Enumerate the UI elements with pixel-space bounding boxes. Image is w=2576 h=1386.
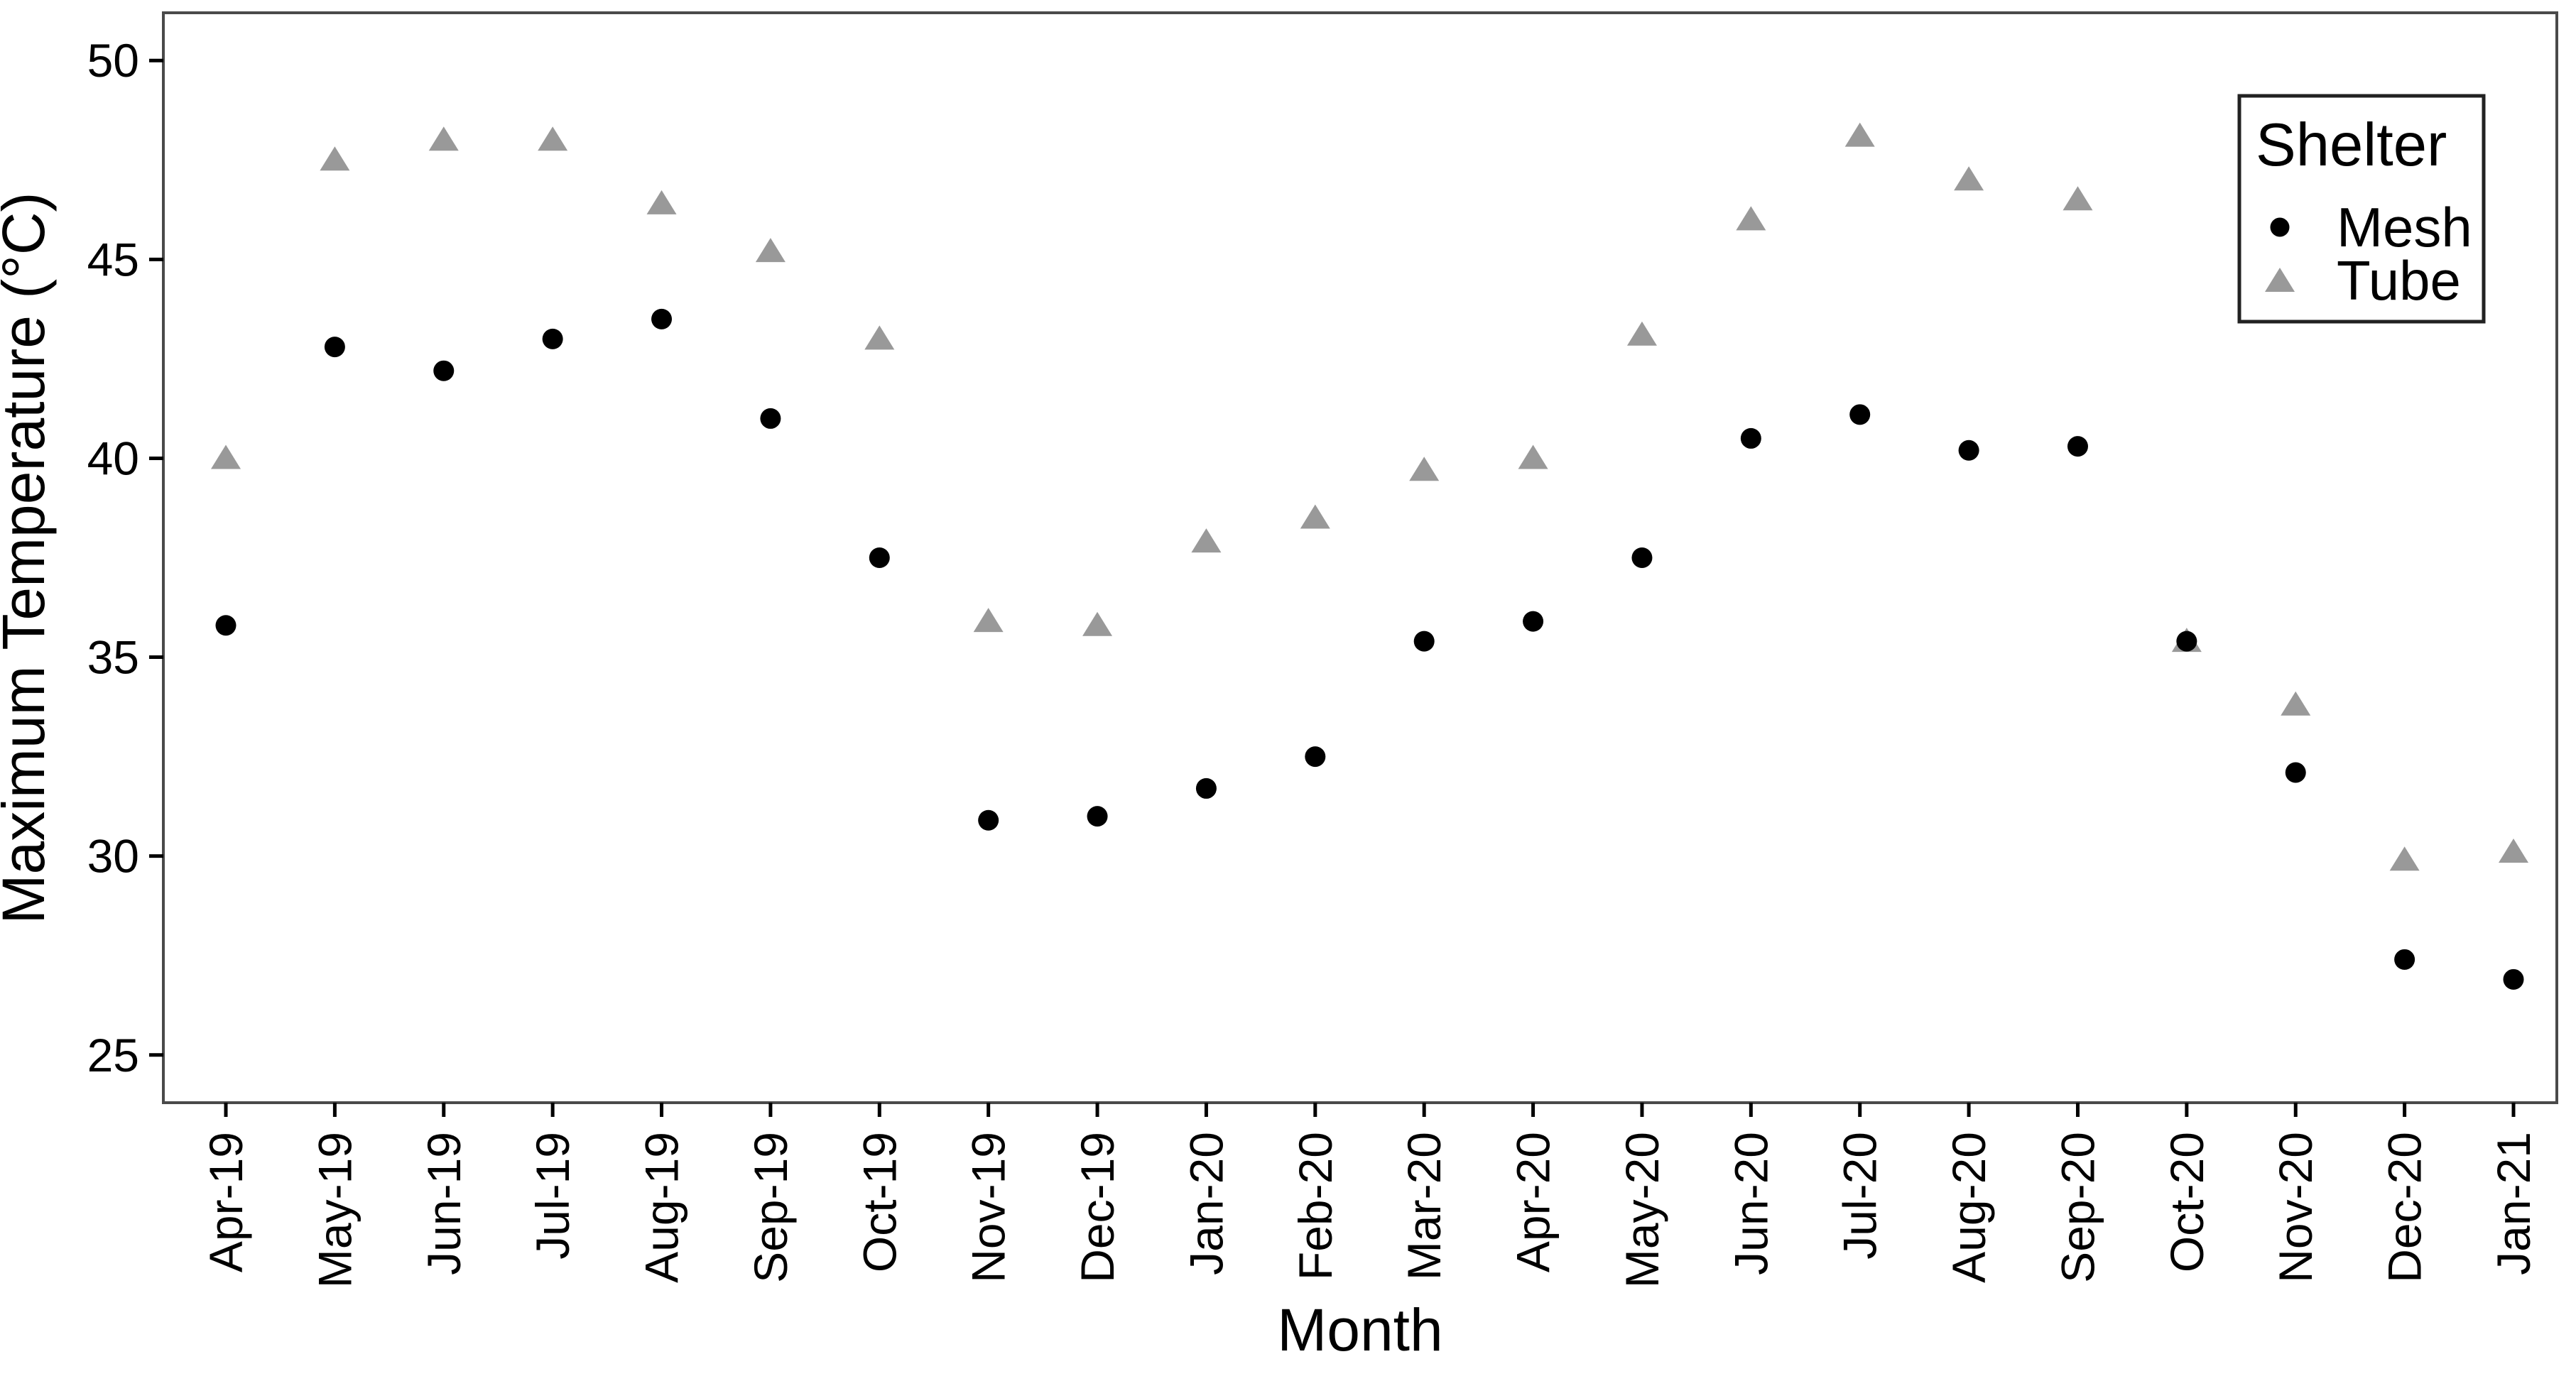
x-tick-label: Oct-19 (853, 1132, 906, 1272)
x-tick-label: Jul-19 (526, 1132, 579, 1260)
data-point-mesh (1958, 440, 1979, 461)
data-point-mesh (2176, 631, 2197, 652)
data-point-tube (1736, 206, 1766, 231)
data-point-tube (2281, 691, 2311, 716)
legend-label-tube: Tube (2337, 249, 2461, 312)
data-point-mesh (542, 328, 563, 349)
data-point-mesh (978, 809, 999, 831)
data-point-mesh (215, 615, 237, 636)
data-point-mesh (324, 337, 345, 358)
x-tick-label: Dec-20 (2379, 1132, 2431, 1283)
x-tick-label: Nov-19 (962, 1132, 1015, 1283)
x-tick-label: Jan-20 (1180, 1132, 1232, 1275)
data-point-tube (1954, 166, 1984, 191)
data-point-mesh (1631, 547, 1653, 568)
data-point-mesh (433, 360, 455, 381)
x-tick-label: Apr-19 (200, 1132, 252, 1272)
data-point-tube (1082, 611, 1113, 636)
data-point-mesh (1087, 806, 1108, 827)
y-tick-label: 50 (87, 34, 139, 87)
data-point-tube (320, 146, 350, 171)
legend-mesh-circle-icon (2270, 217, 2290, 237)
x-tick-label: Jun-20 (1724, 1132, 1777, 1275)
data-point-tube (1518, 444, 1548, 469)
x-tick-label: Mar-20 (1398, 1132, 1450, 1280)
data-point-tube (973, 608, 1004, 633)
x-tick-label: Sep-20 (2051, 1132, 2104, 1283)
data-point-tube (1300, 504, 1330, 529)
data-point-mesh (869, 547, 890, 568)
data-point-tube (755, 238, 786, 263)
data-point-tube (1191, 528, 1222, 553)
data-point-tube (1409, 457, 1440, 481)
data-point-mesh (1849, 404, 1871, 425)
x-tick-label: Jan-21 (2487, 1132, 2540, 1275)
x-axis-title: Month (1277, 1297, 1442, 1363)
data-point-tube (538, 126, 568, 151)
data-points (211, 122, 2528, 990)
data-point-tube (2063, 186, 2093, 211)
x-tick-label: Nov-20 (2269, 1132, 2322, 1283)
data-point-mesh (1195, 777, 1217, 799)
x-tick-label: May-19 (308, 1132, 361, 1288)
data-point-mesh (1523, 611, 1544, 632)
x-tick-label: Sep-19 (744, 1132, 797, 1283)
data-point-mesh (760, 408, 781, 429)
data-point-tube (1844, 122, 1875, 147)
legend-label-mesh: Mesh (2337, 196, 2472, 258)
x-tick-label: Aug-20 (1942, 1132, 1995, 1283)
x-tick-label: Jun-19 (418, 1132, 470, 1275)
data-point-mesh (651, 308, 673, 329)
data-point-mesh (2503, 968, 2524, 990)
data-point-tube (2499, 839, 2528, 863)
data-point-mesh (1413, 631, 1435, 652)
x-tick-label: Jul-20 (1834, 1132, 1886, 1260)
legend-tube-triangle-icon (2265, 268, 2295, 292)
data-point-mesh (1740, 427, 1761, 449)
x-tick-label: May-20 (1616, 1132, 1668, 1288)
y-tick-label: 25 (87, 1029, 139, 1081)
x-tick-label: Oct-20 (2161, 1132, 2213, 1272)
data-point-mesh (2394, 949, 2415, 970)
x-tick-label: Dec-19 (1071, 1132, 1124, 1283)
y-axis-title: Maximum Temperature (°C) (0, 192, 57, 924)
data-point-tube (1626, 321, 1657, 346)
data-point-tube (2389, 846, 2420, 871)
y-tick-label: 40 (87, 432, 139, 484)
data-point-mesh (2067, 436, 2088, 457)
legend: Shelter Mesh Tube (2237, 94, 2486, 324)
data-point-tube (211, 444, 241, 469)
data-point-mesh (1305, 746, 1326, 768)
x-tick-label: Aug-19 (636, 1132, 688, 1283)
data-point-tube (428, 126, 459, 151)
y-tick-label: 35 (87, 631, 139, 684)
plot-panel-border (162, 11, 2558, 1104)
y-tick-label: 30 (87, 830, 139, 883)
data-point-mesh (2285, 762, 2306, 783)
data-point-tube (646, 190, 677, 214)
data-point-tube (864, 325, 895, 350)
legend-title: Shelter (2256, 111, 2447, 179)
x-axis-ticks: Apr-19 May-19 Jun-19 Jul-19 Aug-19 Sep-19 Oct-… (200, 1103, 2540, 1288)
y-tick-label: 45 (87, 233, 139, 285)
x-tick-label: Apr-20 (1507, 1132, 1560, 1272)
x-tick-label: Feb-20 (1289, 1132, 1342, 1280)
y-axis-ticks: 25 30 35 40 45 50 (87, 34, 163, 1081)
